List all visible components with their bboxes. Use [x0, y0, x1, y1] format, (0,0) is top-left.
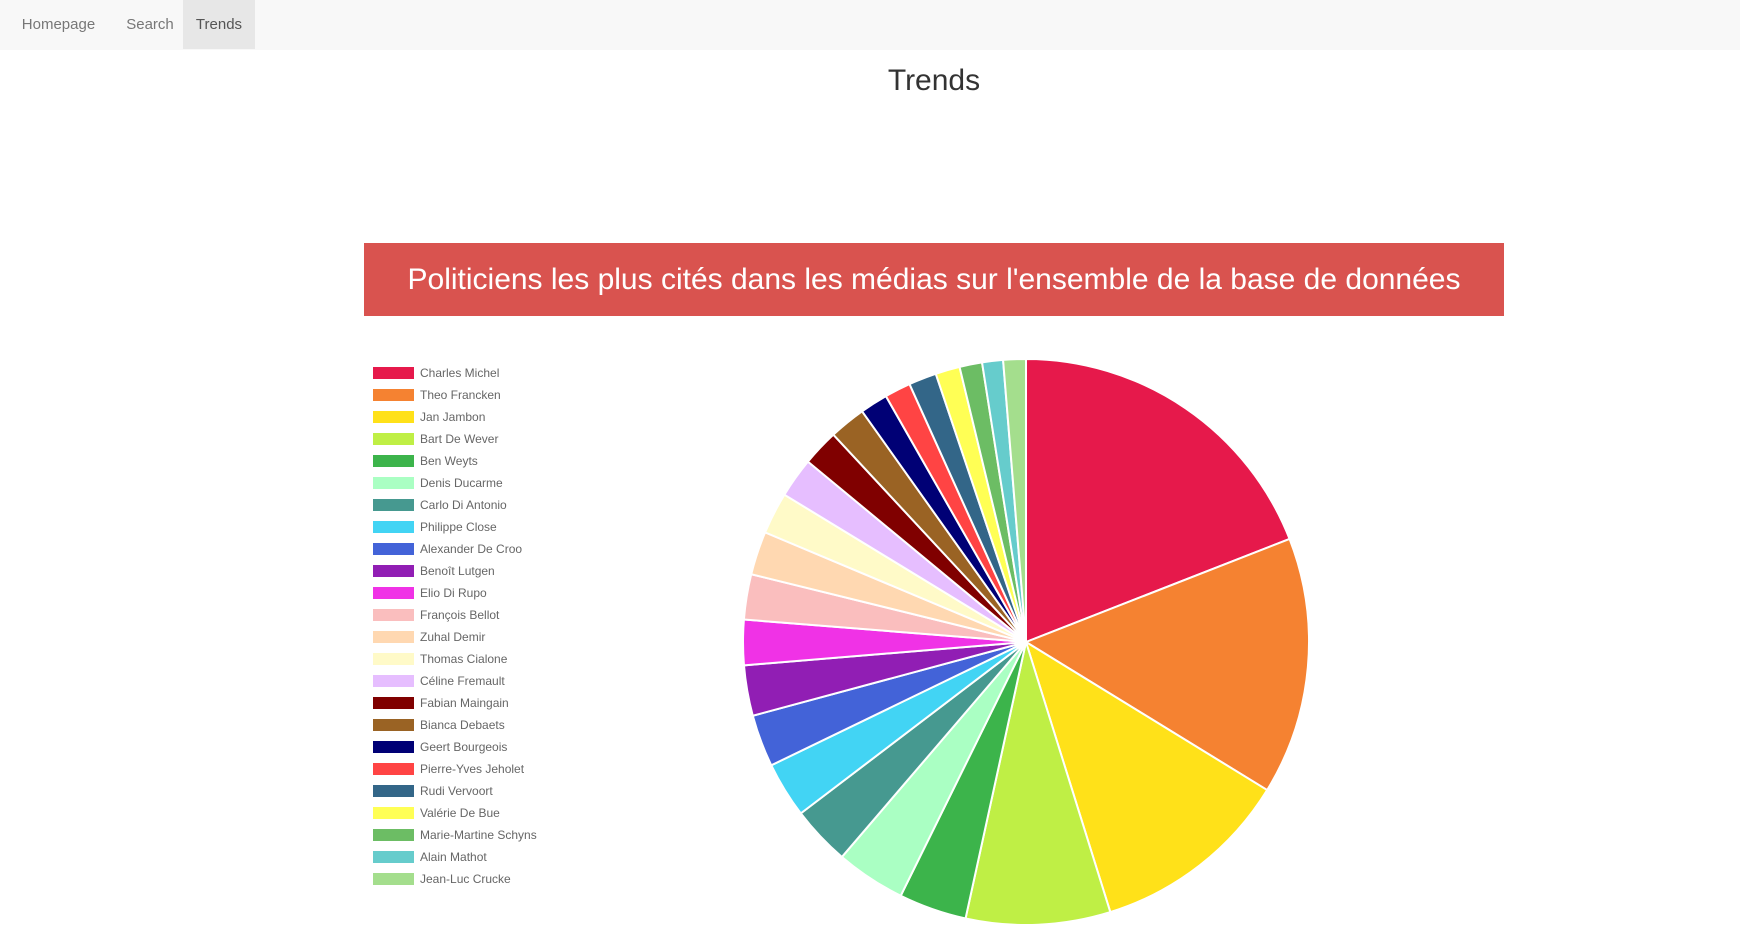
- legend-label: Geert Bourgeois: [420, 740, 508, 754]
- legend-label: Benoît Lutgen: [420, 564, 495, 578]
- legend-label: Bianca Debaets: [420, 718, 505, 732]
- legend-swatch: [373, 675, 414, 687]
- legend-label: Ben Weyts: [420, 454, 478, 468]
- legend-swatch: [373, 389, 414, 401]
- legend-label: Céline Fremault: [420, 674, 505, 688]
- legend-swatch: [373, 851, 414, 863]
- legend-label: Philippe Close: [420, 520, 497, 534]
- legend-swatch: [373, 609, 414, 621]
- navbar: Homepage Search Trends: [0, 0, 1740, 50]
- legend-label: Rudi Vervoort: [420, 784, 493, 798]
- legend-swatch: [373, 873, 414, 885]
- pie-chart: [742, 357, 1310, 926]
- pie-slice[interactable]: [964, 638, 1112, 926]
- legend-label: Marie-Martine Schyns: [420, 828, 537, 842]
- legend-label: François Bellot: [420, 608, 500, 622]
- pie-slice[interactable]: [1024, 639, 1269, 914]
- legend-label: Denis Ducarme: [420, 476, 503, 490]
- legend-label: Jan Jambon: [420, 410, 486, 424]
- legend-label: Bart De Wever: [420, 432, 499, 446]
- legend-swatch: [373, 543, 414, 555]
- legend-label: Elio Di Rupo: [420, 586, 487, 600]
- legend-label: Theo Francken: [420, 388, 501, 402]
- legend-swatch: [373, 521, 414, 533]
- legend-swatch: [373, 433, 414, 445]
- legend-swatch: [373, 367, 414, 379]
- legend-swatch: [373, 807, 414, 819]
- legend-label: Fabian Maingain: [420, 696, 509, 710]
- legend-swatch: [373, 477, 414, 489]
- legend-label: Valérie De Bue: [420, 806, 500, 820]
- legend-label: Carlo Di Antonio: [420, 498, 507, 512]
- legend-label: Zuhal Demir: [420, 630, 486, 644]
- pie-slice[interactable]: [1023, 537, 1310, 792]
- legend-label: Alexander De Croo: [420, 542, 523, 556]
- nav-search[interactable]: Search: [126, 16, 174, 33]
- legend-swatch: [373, 785, 414, 797]
- legend-swatch: [373, 697, 414, 709]
- legend-swatch: [373, 829, 414, 841]
- legend-swatch: [373, 411, 414, 423]
- legend-swatch: [373, 587, 414, 599]
- legend-swatch: [373, 499, 414, 511]
- legend-swatch: [373, 455, 414, 467]
- legend-swatch: [373, 763, 414, 775]
- nav-homepage[interactable]: Homepage: [21, 16, 96, 33]
- legend-label: Alain Mathot: [420, 850, 487, 864]
- legend-label: Jean-Luc Crucke: [420, 872, 511, 886]
- legend-label: Thomas Cialone: [420, 652, 508, 666]
- legend-swatch: [373, 741, 414, 753]
- legend-swatch: [373, 719, 414, 731]
- legend-label: Pierre-Yves Jeholet: [420, 762, 525, 776]
- legend-swatch: [373, 631, 414, 643]
- chart-title-banner: Politiciens les plus cités dans les médi…: [364, 243, 1504, 316]
- legend-label: Charles Michel: [420, 366, 500, 380]
- pie-slice[interactable]: [1025, 357, 1291, 644]
- legend-swatch: [373, 565, 414, 577]
- page-title: Trends: [887, 64, 981, 97]
- legend-swatch: [373, 653, 414, 665]
- pie-slice[interactable]: [1001, 357, 1027, 643]
- nav-trends[interactable]: Trends: [183, 0, 255, 49]
